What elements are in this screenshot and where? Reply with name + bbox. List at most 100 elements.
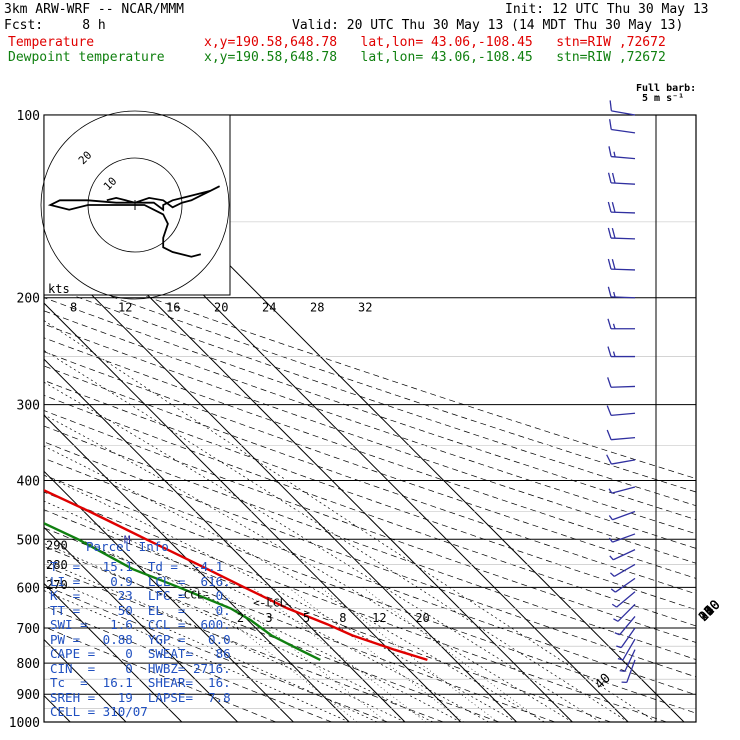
barb-legend-unit: 5 m s⁻¹ [642, 93, 685, 104]
wind-barb [617, 638, 636, 661]
thetae-label: 32 [358, 301, 372, 315]
model-title: 3km ARW-WRF -- NCAR/MMM [4, 2, 185, 17]
mixing-ratio-label: 3 [265, 611, 272, 625]
moist-adiabat-line [44, 381, 601, 722]
parcel-info-row: T = 15.1 Td = -4.1 [50, 559, 224, 574]
parcel-info-row: K = 23 LFC = 0. [50, 588, 231, 603]
isotherm-line [44, 414, 350, 722]
isotherm-line [44, 582, 183, 722]
wind-barbs [606, 100, 636, 684]
thetae-label: 20 [214, 301, 228, 315]
pressure-tick-label: 300 [17, 399, 40, 414]
mixing-ratio-label: 5 [303, 611, 310, 625]
wind-barb [609, 119, 636, 134]
theta-left-label: 290 [46, 539, 68, 553]
wind-barb [608, 533, 636, 543]
chart-frame [43, 114, 697, 723]
plot-frame [43, 114, 697, 723]
isotherm-line [44, 358, 406, 722]
pressure-tick-label: 700 [17, 622, 40, 637]
parcel-info-row: SREH = 19 LAPSE= 7.8 [50, 689, 231, 705]
isotherm-line [44, 302, 462, 722]
wind-barb [607, 172, 636, 185]
barb-legend-title: Full barb: [636, 83, 697, 94]
mixing-ratio-label: 12 [372, 611, 386, 625]
parcel-info-row: CELL = 310/07 [50, 704, 148, 719]
wind-barb [607, 201, 636, 214]
wind-barb [607, 286, 636, 299]
thetae-label: 16 [166, 301, 180, 315]
isotherm-line [44, 526, 238, 722]
pressure-tick-label: 800 [17, 657, 40, 672]
wind-barb [606, 405, 636, 416]
dewpoint-profile [44, 522, 321, 661]
wind-barb [608, 510, 636, 521]
thetae-label: 28 [310, 301, 324, 315]
wind-barb [608, 146, 636, 160]
temperature-legend: Temperature [8, 35, 95, 50]
thetae-label: 12 [118, 301, 132, 315]
dewpoint-location: x,y=190.58,648.78 lat,lon= 43.06,-108.45… [204, 50, 666, 65]
parcel-info-row: TT = 50 EL = 0. [50, 602, 231, 618]
ccl-label: -CCL- [177, 588, 210, 601]
mixing-ratio-label: 20 [415, 611, 429, 625]
wind-barb [616, 627, 636, 649]
wind-barb [609, 563, 636, 577]
mixing-ratio-lines [187, 587, 544, 722]
mixing-ratio-line [187, 587, 358, 722]
isotherm-line [44, 246, 517, 722]
mixing-ratio-line [215, 587, 387, 722]
pressure-tick-label: 100 [17, 109, 40, 124]
wind-barb [607, 346, 635, 358]
pressure-tick-label: 600 [17, 581, 40, 596]
isotherm-line [44, 470, 294, 722]
moist-adiabat-line [44, 543, 434, 722]
parcel-info-row: PW = 0.88 YGP = 0.0 [50, 631, 231, 647]
hodograph-ring-20 [40, 110, 230, 300]
hodograph-kts-label: kts [48, 282, 70, 296]
init-time: Init: 12 UTC Thu 30 May 13 [505, 2, 709, 17]
moist-adiabat-line [44, 500, 489, 722]
wind-barb [607, 258, 636, 271]
hodograph-trace [47, 185, 221, 258]
wind-barb [610, 577, 636, 593]
mixing-ratio-label: 8 [339, 611, 346, 625]
mixing-ratio-line [362, 587, 544, 722]
pressure-tick-label: 500 [17, 533, 40, 548]
wind-barb [609, 100, 636, 116]
parcel-info-title: Parcel Info [86, 539, 169, 554]
wind-barb [621, 659, 636, 684]
thetae-label: 24 [262, 301, 276, 315]
wind-barb [606, 454, 636, 465]
wind-barb [607, 318, 635, 330]
pressure-tick-label: 400 [17, 474, 40, 489]
parcel-info-row: CAPE = 0 SWEAT= 86 [50, 646, 231, 661]
temperature-location: x,y=190.58,648.78 lat,lon= 43.06,-108.45… [204, 35, 666, 50]
wind-barb [608, 486, 636, 494]
profiles [44, 488, 428, 662]
isotherm-line [0, 115, 14, 722]
wind-barb [619, 649, 636, 673]
parcel-info-row: Tc = 16.1 SHEAR= 16. [50, 675, 231, 690]
valid-time: Valid: 20 UTC Thu 30 May 13 (14 MDT Thu … [292, 18, 684, 33]
parcel-info-row: LI = 0.9 LCL = 616. [50, 573, 231, 589]
pressure-tick-label: 900 [17, 688, 40, 703]
wind-barb [614, 616, 636, 636]
moist-adiabat-line [44, 560, 406, 722]
dewpoint-legend: Dewpoint temperature [8, 50, 165, 65]
parcel-info-row: CIN = 0 HWBZ= 2716. [50, 660, 231, 676]
wind-barb [607, 377, 636, 388]
lfc-marker: M [124, 533, 131, 546]
mixing-ratio-label: 2 [237, 611, 244, 625]
moist-adiabat-line [44, 474, 517, 722]
wind-barb [606, 429, 636, 441]
lcl-label: <-LCL [253, 596, 286, 609]
wind-barb [609, 549, 636, 561]
isotherms [0, 115, 685, 722]
wind-barb [611, 591, 636, 608]
forecast-hour: Fcst: 8 h [4, 18, 106, 33]
temperature-profile [44, 488, 428, 662]
wind-barb [613, 603, 636, 622]
